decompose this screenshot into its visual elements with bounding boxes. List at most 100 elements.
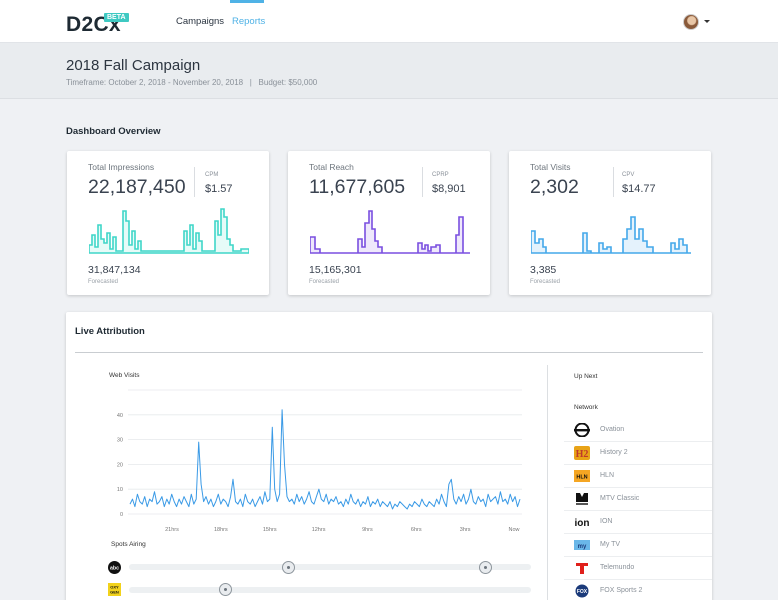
reach-card: Total Reach 11,677,605 CPRP $8,901 15,16… [288, 151, 490, 295]
y-tick-label: 10 [117, 487, 123, 493]
mytv-logo-icon: my [574, 540, 590, 550]
network-row[interactable]: ion ION [564, 511, 712, 534]
x-tick-label: 9hrs [362, 527, 373, 533]
campaign-header: 2018 Fall Campaign Timeframe: October 2,… [0, 43, 778, 99]
card-value: 2,302 [530, 176, 579, 198]
network-row[interactable]: Telemundo [564, 557, 712, 580]
svg-text:H2: H2 [576, 449, 589, 460]
card-label: Total Impressions [88, 162, 155, 172]
svg-text:GEN: GEN [110, 590, 119, 595]
visits-sparkline [531, 216, 691, 254]
divider [75, 352, 703, 353]
impressions-sparkline [89, 208, 249, 254]
network-row[interactable]: FOX FOX Sports 2 [564, 580, 712, 600]
web-visits-chart: 0 10 20 30 40 21hrs 18hrs 15hrs 12hrs 9hrs 6hrs 3hr… [117, 389, 522, 533]
card-label: Total Visits [530, 162, 571, 172]
ion-logo-icon: ion [575, 518, 590, 529]
history2-logo-icon: H2 [574, 446, 590, 460]
card-forecast-label: Forecasted [309, 279, 340, 285]
svg-text:HLN: HLN [576, 475, 587, 481]
svg-text:abc: abc [110, 566, 119, 572]
page-title: 2018 Fall Campaign [66, 57, 201, 74]
svg-text:ion: ion [575, 518, 590, 529]
network-row[interactable]: H2 History 2 [564, 442, 712, 465]
live-attribution-panel: Live Attribution Web Visits 0 10 20 30 40 21h… [66, 312, 712, 600]
card-divider [194, 167, 195, 197]
beta-badge: BETA [104, 13, 129, 22]
web-visits-series-line [129, 409, 521, 510]
card-value: 11,677,605 [309, 176, 406, 198]
spot-track [129, 564, 531, 570]
y-tick-label: 40 [117, 413, 123, 419]
spot-marker[interactable] [219, 583, 232, 596]
y-tick-label: 0 [120, 512, 123, 518]
web-visits-label: Web Visits [109, 372, 140, 379]
card-forecast: 3,385 [530, 264, 557, 276]
spots-airing-label: Spots Airing [111, 541, 146, 548]
dashboard-overview-title: Dashboard Overview [66, 126, 161, 137]
reach-sparkline [310, 210, 470, 254]
card-subvalue: $1.57 [205, 183, 233, 195]
svg-text:OXY: OXY [110, 585, 119, 590]
oxygen-logo-icon: OXY GEN [108, 583, 121, 596]
card-subvalue: $14.77 [622, 183, 656, 195]
chevron-down-icon[interactable] [704, 20, 710, 23]
spot-track [129, 587, 531, 593]
y-tick-label: 20 [117, 462, 123, 468]
card-sublabel: CPRP [432, 172, 449, 178]
card-sublabel: CPV [622, 172, 635, 178]
nav-campaigns[interactable]: Campaigns [176, 16, 225, 27]
network-name: FOX Sports 2 [600, 587, 643, 594]
card-label: Total Reach [309, 162, 354, 172]
visits-card: Total Visits 2,302 CPV $14.77 3,385 Fore… [509, 151, 711, 295]
abc-logo-icon: abc [108, 561, 121, 574]
svg-text:my: my [578, 544, 587, 550]
network-name: My TV [600, 541, 621, 548]
network-name: HLN [600, 472, 615, 479]
x-tick-label: 21hrs [165, 527, 179, 533]
card-forecast: 31,847,134 [88, 264, 141, 276]
active-tab-indicator [230, 0, 264, 3]
card-forecast-label: Forecasted [530, 279, 561, 285]
telemundo-logo-icon [576, 563, 588, 574]
mtv-classic-logo-icon [576, 493, 588, 505]
avatar[interactable] [683, 14, 699, 30]
network-name: Telemundo [600, 564, 635, 571]
card-value: 22,187,450 [88, 176, 186, 198]
top-nav: D2Cx BETA Campaigns Reports [0, 0, 778, 43]
x-tick-label: 12hrs [312, 527, 326, 533]
spot-marker[interactable] [479, 561, 492, 574]
network-name: ION [600, 518, 613, 525]
svg-text:FOX: FOX [577, 589, 588, 595]
fox-sports2-logo-icon: FOX [575, 584, 589, 598]
live-attribution-title: Live Attribution [75, 326, 145, 337]
x-tick-label: 6hrs [411, 527, 422, 533]
ovation-logo-icon [574, 423, 590, 437]
x-tick-label: Now [508, 527, 519, 533]
card-forecast-label: Forecasted [88, 279, 119, 285]
network-row[interactable]: MTV Classic [564, 488, 712, 511]
network-row[interactable]: my My TV [564, 534, 712, 557]
card-divider [613, 167, 614, 197]
campaign-meta: Timeframe: October 2, 2018 - November 20… [66, 78, 318, 87]
card-sublabel: CPM [205, 172, 219, 178]
x-tick-label: 3hrs [460, 527, 471, 533]
network-name: History 2 [600, 449, 628, 456]
up-next-label: Up Next [574, 373, 598, 380]
card-forecast: 15,165,301 [309, 264, 362, 276]
x-tick-label: 15hrs [263, 527, 277, 533]
card-divider [422, 167, 423, 197]
divider [547, 365, 548, 600]
hln-logo-icon: HLN [574, 470, 590, 482]
network-row[interactable]: HLN HLN [564, 465, 712, 488]
network-label: Network [574, 404, 598, 411]
nav-reports[interactable]: Reports [232, 16, 266, 27]
network-name: MTV Classic [600, 495, 640, 502]
network-name: Ovation [600, 426, 625, 433]
x-tick-label: 18hrs [214, 527, 228, 533]
card-subvalue: $8,901 [432, 183, 466, 195]
network-row[interactable]: Ovation [564, 419, 712, 442]
spot-marker[interactable] [282, 561, 295, 574]
y-tick-label: 30 [117, 438, 123, 444]
impressions-card: Total Impressions 22,187,450 CPM $1.57 3… [67, 151, 269, 295]
